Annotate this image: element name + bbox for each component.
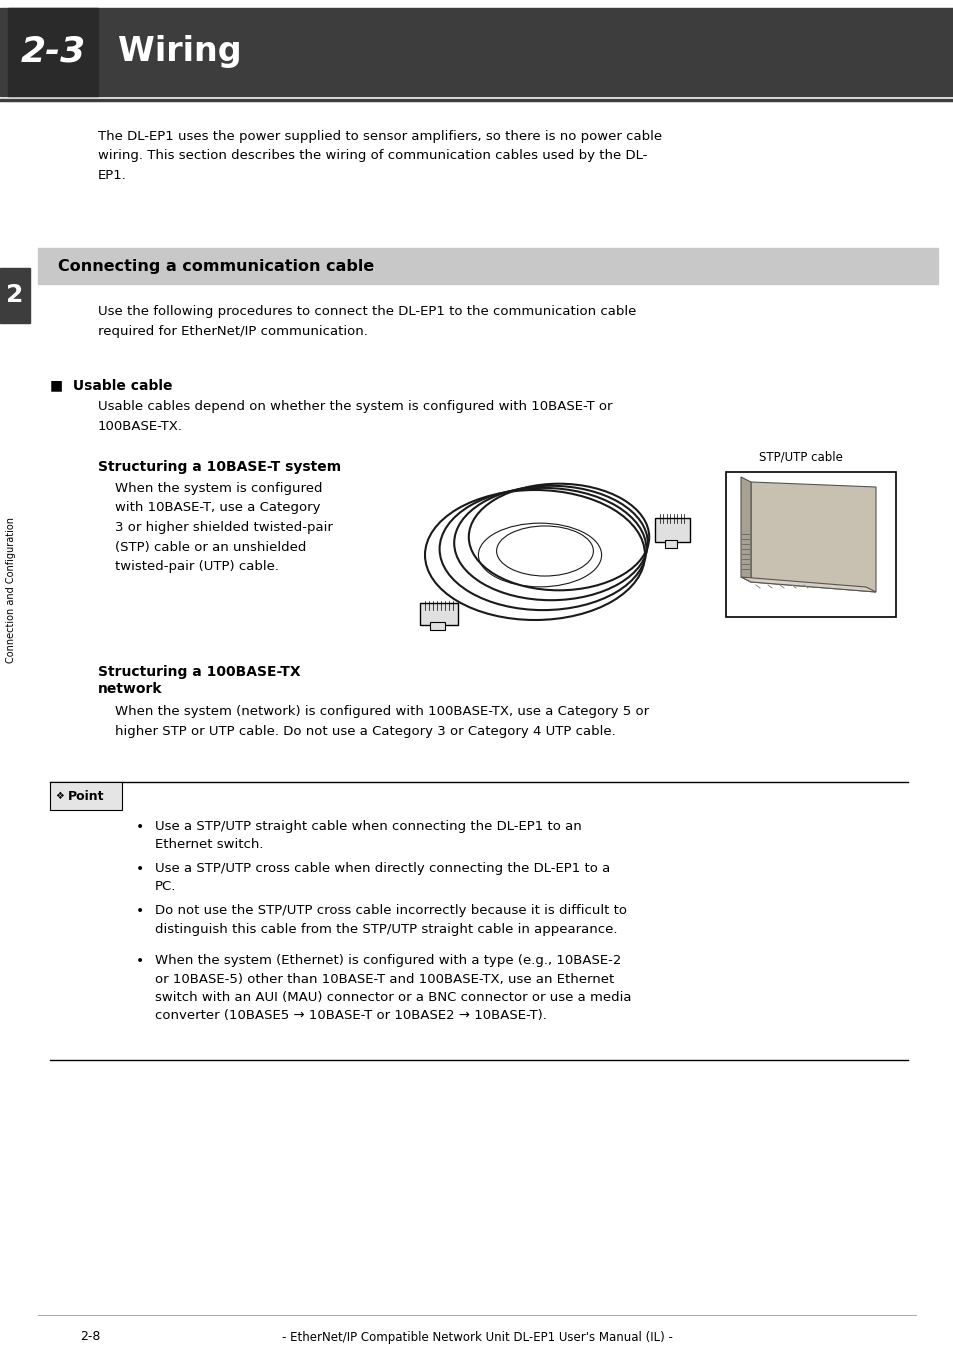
Text: - EtherNet/IP Compatible Network Unit DL-EP1 User's Manual (IL) -: - EtherNet/IP Compatible Network Unit DL… <box>281 1330 672 1344</box>
Text: Connection and Configuration: Connection and Configuration <box>6 516 16 662</box>
Bar <box>38 247 937 284</box>
Bar <box>0 268 30 323</box>
Text: Connecting a communication cable: Connecting a communication cable <box>58 258 374 273</box>
Text: •: • <box>135 904 144 918</box>
Text: 2: 2 <box>7 284 24 307</box>
Text: When the system is configured
with 10BASE-T, use a Category
3 or higher shielded: When the system is configured with 10BAS… <box>115 483 333 573</box>
Text: When the system (Ethernet) is configured with a type (e.g., 10BASE-2
or 10BASE-5: When the system (Ethernet) is configured… <box>154 955 631 1022</box>
Text: Use a STP/UTP cross cable when directly connecting the DL-EP1 to a
PC.: Use a STP/UTP cross cable when directly … <box>154 863 610 894</box>
Bar <box>0 8 953 96</box>
Polygon shape <box>740 477 750 581</box>
Bar <box>50 781 122 810</box>
Text: The DL-EP1 uses the power supplied to sensor amplifiers, so there is no power ca: The DL-EP1 uses the power supplied to se… <box>98 130 661 183</box>
Text: Structuring a 10BASE-T system: Structuring a 10BASE-T system <box>98 460 341 475</box>
Bar <box>430 622 444 630</box>
Text: •: • <box>135 955 144 968</box>
Text: •: • <box>135 863 144 876</box>
Text: STP/UTP cable: STP/UTP cable <box>759 452 842 464</box>
Text: Usable cables depend on whether the system is configured with 10BASE-T or
100BAS: Usable cables depend on whether the syst… <box>98 400 612 433</box>
Text: 2-3: 2-3 <box>20 35 86 69</box>
Text: Wiring: Wiring <box>118 35 241 69</box>
Text: Do not use the STP/UTP cross cable incorrectly because it is difficult to
distin: Do not use the STP/UTP cross cable incor… <box>154 904 626 936</box>
Polygon shape <box>750 483 875 592</box>
Text: Structuring a 100BASE-TX
network: Structuring a 100BASE-TX network <box>98 665 300 696</box>
Text: Point: Point <box>68 790 105 803</box>
Bar <box>8 8 98 96</box>
Text: When the system (network) is configured with 100BASE-TX, use a Category 5 or
hig: When the system (network) is configured … <box>115 704 648 737</box>
Text: Use the following procedures to connect the DL-EP1 to the communication cable
re: Use the following procedures to connect … <box>98 306 636 338</box>
FancyBboxPatch shape <box>419 603 457 625</box>
Text: ■  Usable cable: ■ Usable cable <box>50 379 172 392</box>
Text: 2-8: 2-8 <box>80 1330 100 1344</box>
Text: •: • <box>135 821 144 834</box>
Text: ❖: ❖ <box>55 791 64 800</box>
FancyBboxPatch shape <box>655 518 689 542</box>
Bar <box>664 539 677 548</box>
Bar <box>725 472 895 617</box>
Polygon shape <box>740 577 875 592</box>
Text: Use a STP/UTP straight cable when connecting the DL-EP1 to an
Ethernet switch.: Use a STP/UTP straight cable when connec… <box>154 821 581 852</box>
